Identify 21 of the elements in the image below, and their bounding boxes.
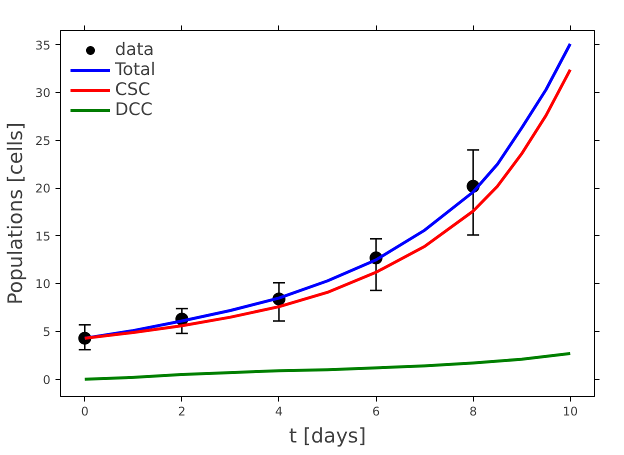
y-tick-label: 15 xyxy=(35,229,51,244)
y-tick-label: 0 xyxy=(42,372,51,387)
x-tick-label: 2 xyxy=(178,404,186,418)
x-tick-label: 10 xyxy=(562,404,578,418)
x-tick-label: 0 xyxy=(80,404,89,418)
legend-label: CSC xyxy=(115,80,150,100)
legend-label: data xyxy=(115,40,154,60)
y-tick-label: 20 xyxy=(35,182,51,196)
x-tick-label: 4 xyxy=(275,404,283,418)
legend-label: Total xyxy=(115,60,156,80)
y-tick-label: 5 xyxy=(42,325,51,340)
y-tick-label: 10 xyxy=(35,277,51,292)
y-tick-label: 30 xyxy=(35,86,51,100)
y-tick-label: 35 xyxy=(35,38,51,52)
x-tick-label: 6 xyxy=(372,404,380,418)
line-series xyxy=(83,352,572,381)
y-axis-title: Populations [cells] xyxy=(3,122,28,305)
legend-label: DCC xyxy=(115,100,153,120)
x-tick-label: 8 xyxy=(469,404,477,418)
y-tick-label: 25 xyxy=(35,134,51,148)
x-axis-title: t [days] xyxy=(288,424,366,448)
